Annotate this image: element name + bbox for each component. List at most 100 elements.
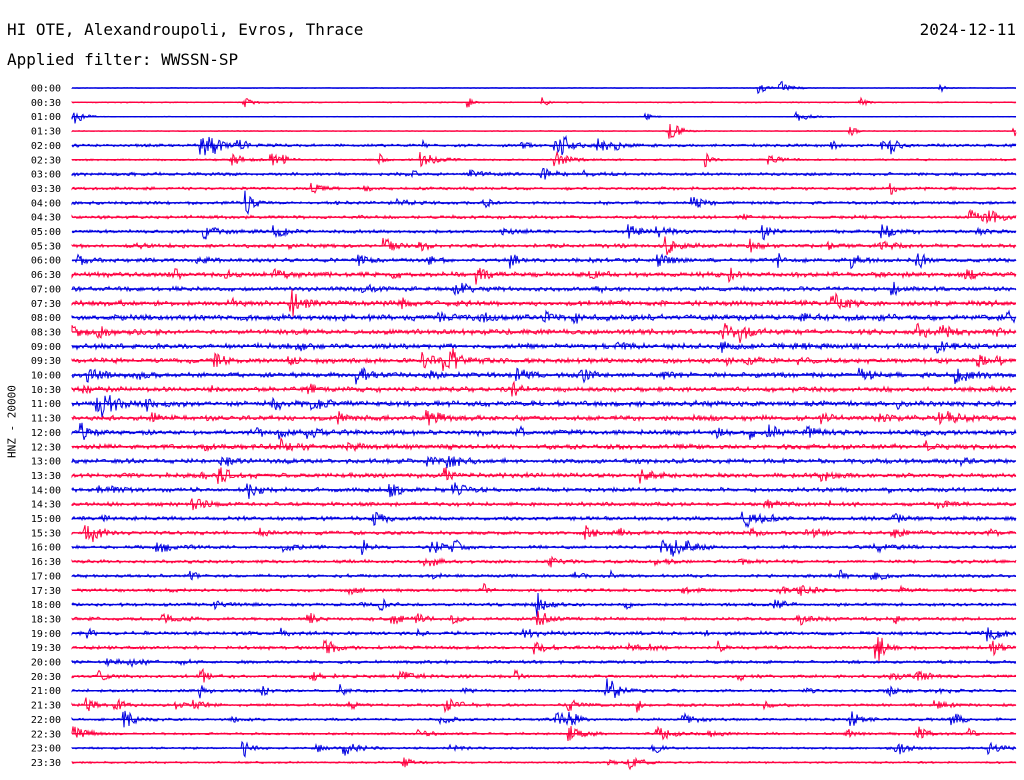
time-label: 05:00 xyxy=(31,227,61,238)
trace-2300: 23:00 xyxy=(31,740,1017,758)
seismic-trace-line xyxy=(71,511,1017,529)
trace-0200: 02:00 xyxy=(31,134,1017,156)
trace-1800: 18:00 xyxy=(31,592,1017,617)
trace-0830: 08:30 xyxy=(31,322,1017,344)
time-label: 14:30 xyxy=(31,500,61,511)
time-label: 19:30 xyxy=(31,643,61,654)
trace-0000: 00:00 xyxy=(31,80,1016,95)
time-label: 02:30 xyxy=(31,155,61,166)
time-label: 04:30 xyxy=(31,213,61,224)
trace-0230: 02:30 xyxy=(31,150,1017,168)
time-label: 21:30 xyxy=(31,701,61,712)
seismic-trace-line xyxy=(71,611,1017,626)
seismic-trace-line xyxy=(71,208,1017,225)
time-label: 09:00 xyxy=(31,342,61,353)
time-label: 04:00 xyxy=(31,198,61,209)
time-label: 03:30 xyxy=(31,184,61,195)
trace-0400: 04:00 xyxy=(31,190,1017,216)
time-label: 07:30 xyxy=(31,299,61,310)
time-label: 10:00 xyxy=(31,371,61,382)
trace-2030: 20:30 xyxy=(31,667,1017,683)
trace-1230: 12:30 xyxy=(31,436,1017,453)
trace-0530: 05:30 xyxy=(31,236,1017,255)
record-date: 2024-12-11 xyxy=(919,20,1016,39)
time-label: 00:30 xyxy=(31,98,61,109)
trace-0700: 07:00 xyxy=(31,281,1017,297)
time-label: 17:30 xyxy=(31,586,61,597)
seismic-trace-line xyxy=(71,253,1017,270)
seismic-trace-line xyxy=(71,756,1017,771)
seismic-trace-line xyxy=(71,525,1017,543)
time-label: 15:30 xyxy=(31,528,61,539)
trace-0730: 07:30 xyxy=(31,289,1017,317)
trace-2000: 20:00 xyxy=(31,658,1017,669)
trace-1730: 17:30 xyxy=(31,582,1017,597)
time-label: 13:30 xyxy=(31,471,61,482)
trace-1100: 11:00 xyxy=(31,395,1017,418)
seismic-trace-line xyxy=(71,224,1017,241)
trace-0800: 08:00 xyxy=(31,309,1017,325)
trace-1900: 19:00 xyxy=(31,627,1017,642)
trace-0430: 04:30 xyxy=(31,208,1017,225)
trace-1130: 11:30 xyxy=(31,410,1017,426)
seismic-trace-line xyxy=(71,569,1016,581)
trace-1430: 14:30 xyxy=(31,498,1017,511)
trace-1630: 16:30 xyxy=(31,555,1017,568)
time-label: 10:30 xyxy=(31,385,61,396)
seismic-trace-line xyxy=(71,167,1017,180)
seismic-trace-line xyxy=(71,627,1017,642)
time-label: 06:00 xyxy=(31,256,61,267)
trace-1830: 18:30 xyxy=(31,611,1017,626)
time-label: 23:00 xyxy=(31,744,61,755)
time-label: 05:30 xyxy=(31,241,61,252)
seismic-trace-line xyxy=(71,366,1017,385)
time-label: 01:00 xyxy=(31,112,61,123)
seismic-trace-line xyxy=(71,309,1017,325)
time-label: 03:00 xyxy=(31,170,61,181)
time-label: 18:00 xyxy=(31,600,61,611)
seismic-trace-line xyxy=(71,740,1017,758)
time-label: 19:00 xyxy=(31,629,61,640)
trace-1200: 12:00 xyxy=(31,422,1017,440)
time-label: 13:00 xyxy=(31,457,61,468)
trace-1330: 13:30 xyxy=(31,467,1017,484)
time-label: 00:00 xyxy=(31,84,61,95)
time-label: 08:30 xyxy=(31,327,61,338)
time-label: 14:00 xyxy=(31,485,61,496)
trace-1700: 17:00 xyxy=(31,569,1016,582)
trace-1000: 10:00 xyxy=(31,366,1017,385)
trace-1030: 10:30 xyxy=(31,380,1017,397)
trace-2200: 22:00 xyxy=(31,710,1017,728)
time-label: 12:30 xyxy=(31,442,61,453)
trace-1530: 15:30 xyxy=(31,525,1017,543)
trace-0100: 01:00 xyxy=(31,110,1017,124)
time-label: 07:00 xyxy=(31,284,61,295)
time-label: 17:00 xyxy=(31,571,61,582)
time-label: 16:30 xyxy=(31,557,61,568)
trace-1930: 19:30 xyxy=(31,637,1017,663)
trace-0330: 03:30 xyxy=(31,182,1017,195)
trace-0930: 09:30 xyxy=(31,347,1017,371)
time-label: 09:30 xyxy=(31,356,61,367)
trace-0630: 06:30 xyxy=(31,267,1017,285)
trace-1300: 13:00 xyxy=(31,455,1017,469)
time-label: 12:00 xyxy=(31,428,61,439)
seismic-trace-line xyxy=(71,637,1017,663)
time-label: 15:00 xyxy=(31,514,61,525)
seismic-trace-line xyxy=(71,322,1017,344)
time-label: 23:30 xyxy=(31,758,61,769)
filter-label: Applied filter: WWSSN-SP xyxy=(7,50,239,69)
trace-0600: 06:00 xyxy=(31,253,1017,270)
trace-1600: 16:00 xyxy=(31,539,1017,557)
time-label: 18:30 xyxy=(31,614,61,625)
time-label: 22:00 xyxy=(31,715,61,726)
seismic-trace-line xyxy=(71,436,1017,453)
time-label: 20:30 xyxy=(31,672,61,683)
trace-0130: 01:30 xyxy=(31,123,1017,139)
seismic-trace-line xyxy=(71,341,1017,354)
station-title: HI OTE, Alexandroupoli, Evros, Thrace xyxy=(7,20,364,39)
seismic-trace-line xyxy=(71,347,1017,371)
trace-0900: 09:00 xyxy=(31,341,1017,354)
seismic-trace-line xyxy=(71,395,1017,418)
